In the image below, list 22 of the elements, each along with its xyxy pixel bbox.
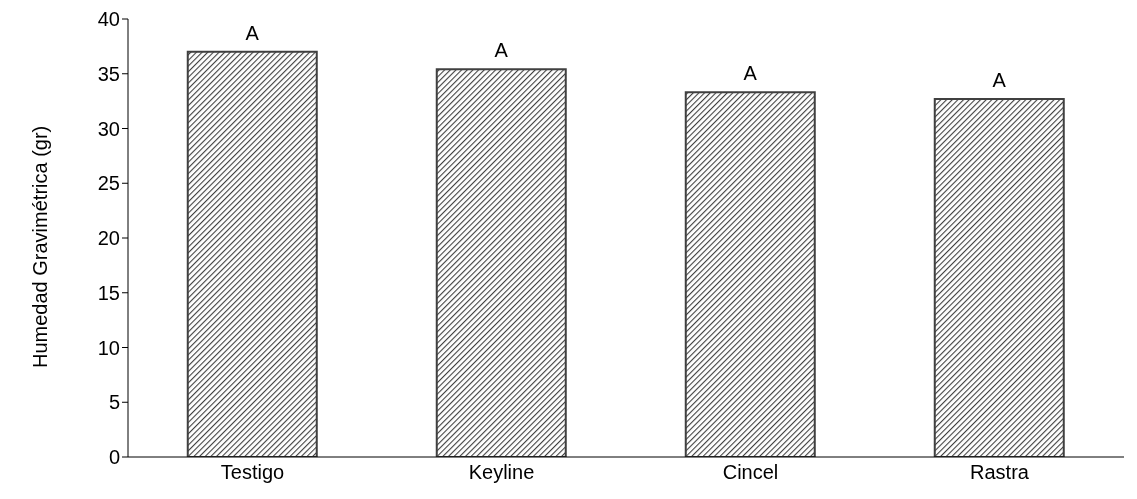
bar <box>186 50 318 457</box>
y-tick-label: 35 <box>97 62 120 85</box>
y-tick-label: 30 <box>97 117 120 140</box>
y-tick-label: 25 <box>97 172 120 195</box>
y-tick-label: 0 <box>108 446 120 469</box>
x-tick-label: Rastra <box>970 461 1030 484</box>
y-tick-label: 15 <box>97 281 120 304</box>
bar <box>435 68 567 457</box>
bar <box>684 91 816 457</box>
annotation: A <box>245 21 260 44</box>
annotation: A <box>494 39 509 62</box>
y-tick-label: 40 <box>97 8 120 31</box>
y-tick-label: 20 <box>97 227 120 250</box>
y-tick-label: 5 <box>108 391 120 414</box>
annotation: A <box>992 68 1007 91</box>
x-tick-label: Testigo <box>220 461 285 484</box>
y-tick-label: 10 <box>97 336 120 359</box>
y-axis-title: Humedad Gravimétrica (gr) <box>29 125 52 368</box>
annotation: A <box>743 62 758 85</box>
bar <box>933 97 1065 457</box>
x-tick-label: Cincel <box>722 461 779 484</box>
x-tick-label: Keyline <box>468 461 535 484</box>
